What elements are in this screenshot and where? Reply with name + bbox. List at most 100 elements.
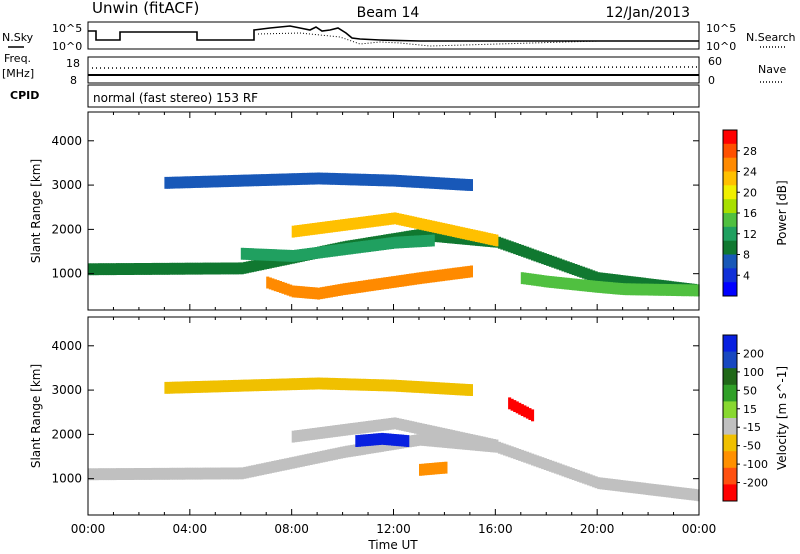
data-cell	[350, 378, 354, 391]
data-cell	[256, 259, 260, 272]
data-cell	[362, 173, 366, 186]
data-cell	[449, 436, 453, 449]
data-cell	[587, 473, 591, 486]
data-cell	[637, 482, 641, 494]
data-cell	[182, 381, 186, 394]
data-cell	[648, 483, 652, 496]
data-cell	[485, 232, 489, 245]
data-cell	[688, 284, 692, 297]
data-cell	[454, 430, 458, 443]
data-cell	[240, 379, 244, 392]
data-cell	[388, 276, 392, 289]
data-cell	[380, 419, 384, 431]
data-cell	[352, 242, 356, 254]
data-cell	[291, 285, 295, 298]
data-cell	[531, 273, 535, 286]
data-cell	[266, 257, 270, 269]
data-cell	[179, 176, 183, 189]
data-cell	[217, 467, 221, 480]
data-cell	[345, 423, 349, 436]
data-cell	[256, 174, 260, 187]
data-cell	[429, 381, 433, 394]
data-cell	[403, 419, 407, 432]
date-title: 12/Jan/2013	[606, 5, 690, 21]
data-cell	[355, 444, 359, 456]
data-cell	[556, 276, 560, 289]
data-cell	[105, 263, 109, 276]
data-cell	[319, 287, 323, 300]
data-cell	[268, 378, 272, 391]
data-cell	[314, 377, 318, 390]
data-cell	[607, 273, 611, 286]
data-cell	[426, 381, 430, 394]
data-cell	[434, 177, 438, 189]
colorbar-tick-label: -100	[743, 458, 768, 471]
data-cell	[622, 480, 626, 493]
data-cell	[357, 281, 361, 293]
data-cell	[378, 238, 382, 251]
data-cell	[352, 444, 356, 457]
data-cell	[207, 467, 211, 480]
data-cell	[408, 420, 412, 433]
data-cell	[424, 219, 428, 231]
data-cell	[411, 175, 415, 188]
data-cell	[284, 173, 288, 186]
data-cell	[391, 417, 395, 430]
data-cell	[286, 173, 290, 186]
x-tick-label: 04:00	[173, 522, 208, 536]
data-cell	[454, 267, 458, 280]
data-cell	[368, 174, 372, 186]
y-tick-label: 2000	[51, 222, 82, 236]
nave-label: Nave	[758, 63, 786, 76]
data-cell	[296, 249, 300, 262]
data-cell	[528, 273, 532, 286]
data-cell	[317, 222, 321, 235]
freq-tick-bottom: 8	[70, 74, 77, 87]
nsearch-label: N.Search	[746, 31, 796, 44]
data-cell	[413, 434, 417, 447]
data-cell	[301, 172, 305, 185]
data-cell	[441, 435, 445, 448]
data-cell	[312, 428, 316, 440]
data-cell	[319, 450, 323, 463]
data-cell	[561, 464, 565, 477]
data-cell	[253, 464, 257, 477]
data-cell	[406, 274, 410, 286]
data-cell	[324, 449, 328, 462]
data-cell	[222, 380, 226, 393]
data-cell	[398, 175, 402, 187]
colorbar-cell	[723, 157, 737, 172]
data-cell	[416, 217, 420, 230]
data-cell	[431, 434, 435, 447]
data-cell	[589, 269, 593, 282]
data-cell	[317, 377, 321, 390]
data-cell	[668, 485, 672, 498]
data-cell	[197, 176, 201, 188]
data-cell	[362, 280, 366, 293]
data-cell	[525, 272, 529, 285]
data-cell	[375, 419, 379, 432]
data-cell	[393, 434, 397, 446]
nave-tick-bottom: 0	[708, 74, 715, 87]
colorbar-tick-label: -15	[743, 421, 761, 434]
data-cell	[110, 468, 114, 481]
data-cell	[144, 263, 148, 275]
data-cell	[500, 442, 504, 455]
colorbar-title: Power [dB]	[775, 180, 789, 245]
data-cell	[459, 178, 463, 191]
power-heatmap	[88, 172, 700, 300]
data-cell	[126, 263, 130, 275]
data-cell	[525, 451, 529, 464]
data-cell	[324, 377, 328, 390]
data-cell	[441, 269, 445, 282]
data-cell	[281, 458, 285, 471]
data-cell	[439, 269, 443, 282]
data-cell	[281, 281, 285, 294]
data-cell	[531, 248, 535, 261]
data-cell	[166, 467, 170, 480]
data-cell	[602, 281, 606, 294]
data-cell	[617, 274, 621, 287]
data-cell	[345, 282, 349, 295]
data-cell	[449, 383, 453, 395]
data-cell	[164, 381, 168, 394]
